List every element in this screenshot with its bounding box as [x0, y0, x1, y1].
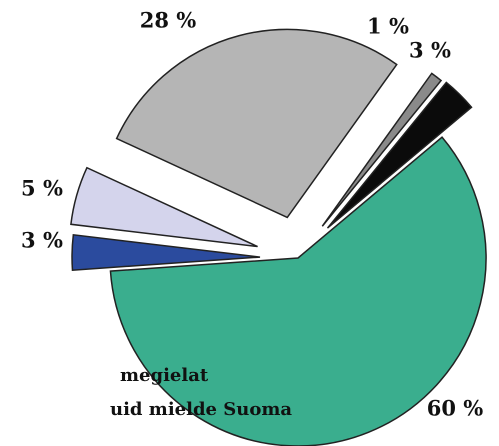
slice-label: 1 %	[367, 14, 409, 39]
slice-label: 3 %	[21, 228, 63, 253]
slice-label: 3 %	[409, 38, 451, 63]
pie-slice	[321, 72, 443, 227]
slices	[70, 28, 487, 446]
pie-slice	[70, 166, 258, 248]
pie-slice	[326, 81, 473, 229]
caption-line: megielat	[120, 365, 209, 386]
caption-line: uid mielde Suoma	[110, 399, 292, 420]
pie-slice	[115, 28, 398, 219]
slice-label: 5 %	[21, 176, 63, 201]
slice-label: 60 %	[427, 396, 484, 421]
pie-slice	[109, 136, 487, 446]
pie-slice	[71, 233, 261, 271]
slice-label: 28 %	[140, 8, 197, 33]
